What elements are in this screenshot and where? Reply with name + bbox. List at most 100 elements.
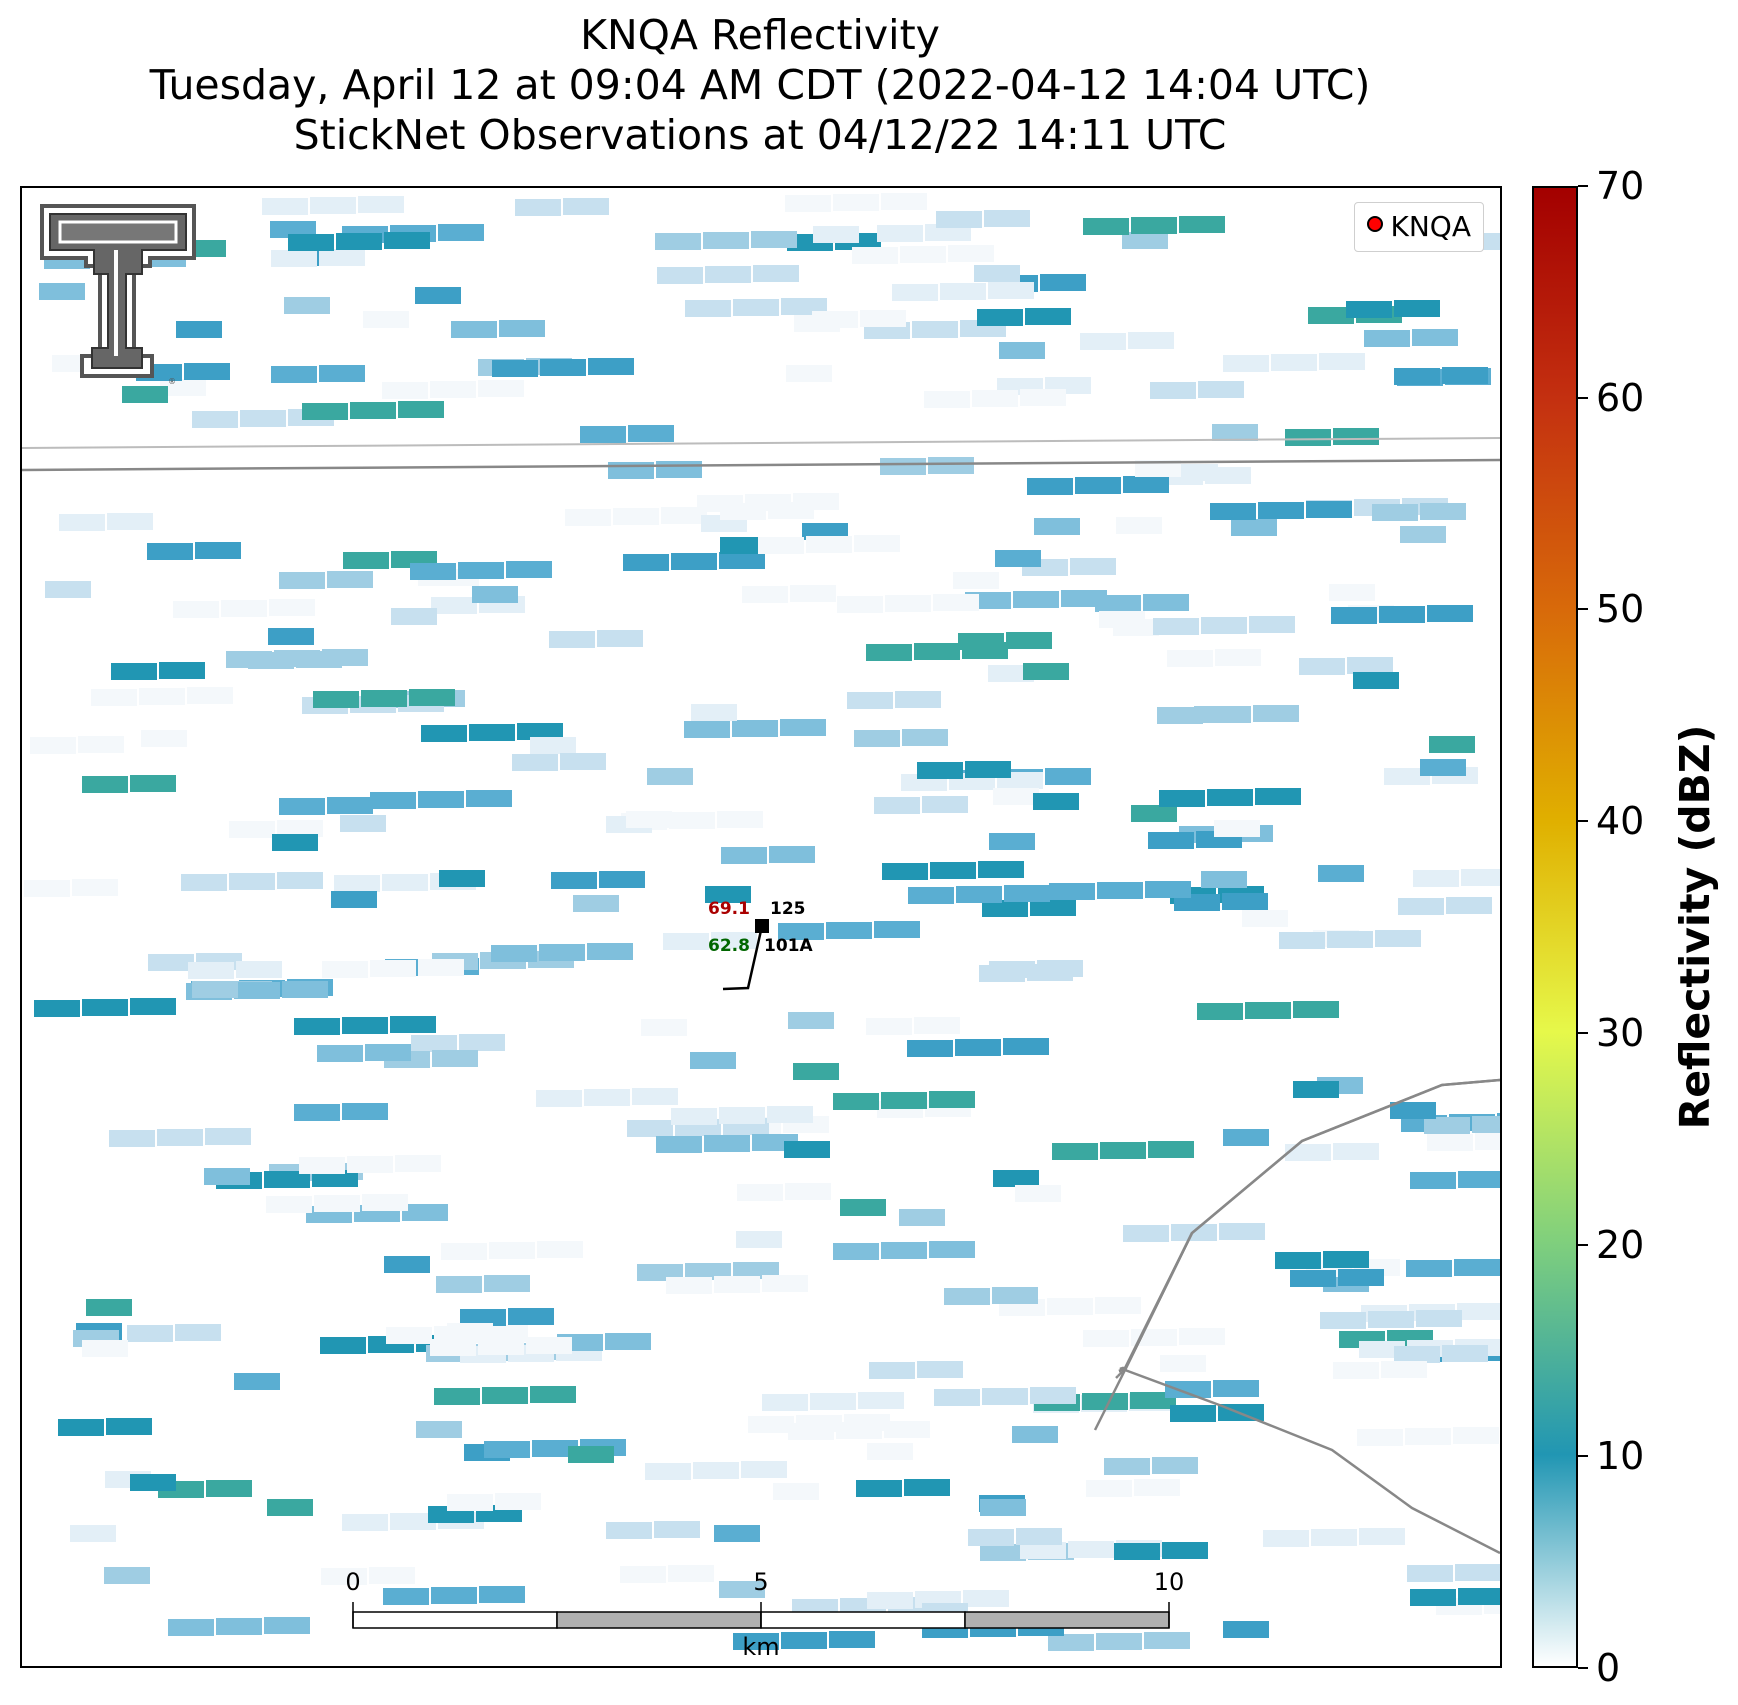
reflectivity-cell bbox=[852, 247, 898, 264]
reflectivity-cell bbox=[347, 1156, 393, 1173]
reflectivity-cells bbox=[24, 193, 1500, 1651]
reflectivity-cell bbox=[1030, 899, 1076, 916]
scale-bar-segment bbox=[760, 1611, 966, 1629]
reflectivity-cell bbox=[1475, 1133, 1500, 1150]
reflectivity-cell bbox=[139, 688, 185, 705]
reflectivity-cell bbox=[881, 1092, 927, 1109]
reflectivity-cell bbox=[982, 900, 1028, 917]
reflectivity-cell bbox=[914, 643, 960, 660]
reflectivity-cell bbox=[1410, 1172, 1456, 1189]
reflectivity-cell bbox=[656, 1136, 702, 1153]
reflectivity-cell bbox=[1162, 1542, 1208, 1559]
reflectivity-cell bbox=[1338, 1269, 1384, 1286]
scale-unit: km bbox=[742, 1633, 780, 1661]
reflectivity-cell bbox=[336, 233, 382, 250]
reflectivity-cell bbox=[758, 537, 804, 554]
reflectivity-cell bbox=[904, 1479, 950, 1496]
reflectivity-cell bbox=[1075, 477, 1121, 494]
reflectivity-cell bbox=[147, 543, 193, 560]
colorbar-tick bbox=[1578, 608, 1588, 611]
reflectivity-cell bbox=[1457, 1303, 1500, 1320]
reflectivity-cell bbox=[187, 687, 233, 704]
reflectivity-cell bbox=[1242, 910, 1288, 927]
reflectivity-cell bbox=[719, 1107, 765, 1124]
reflectivity-cell bbox=[732, 720, 778, 737]
reflectivity-cell bbox=[989, 961, 1035, 978]
reflectivity-cell bbox=[1319, 353, 1365, 370]
reflectivity-cell bbox=[532, 1440, 578, 1457]
reflectivity-cell bbox=[584, 1089, 630, 1106]
reflectivity-cell bbox=[1406, 1260, 1452, 1277]
reflectivity-cell bbox=[492, 360, 538, 377]
reflectivity-cell bbox=[645, 1463, 691, 1480]
reflectivity-cell bbox=[229, 873, 275, 890]
reflectivity-cell bbox=[866, 1018, 912, 1035]
reflectivity-cell bbox=[294, 1104, 340, 1121]
reflectivity-cell bbox=[714, 1525, 760, 1542]
colorbar-tick bbox=[1578, 396, 1588, 399]
reflectivity-cell bbox=[1323, 1251, 1369, 1268]
reflectivity-cell bbox=[705, 886, 751, 903]
reflectivity-cell bbox=[736, 1231, 782, 1248]
reflectivity-cell bbox=[1308, 307, 1354, 324]
reflectivity-cell bbox=[1420, 759, 1466, 776]
reflectivity-cell bbox=[881, 1242, 927, 1259]
reflectivity-cell bbox=[785, 195, 831, 212]
reflectivity-cell bbox=[988, 665, 1034, 682]
reflectivity-cell bbox=[1148, 832, 1194, 849]
reflectivity-cell bbox=[1412, 329, 1458, 346]
reflectivity-cell bbox=[458, 562, 504, 579]
scale-bar-segment bbox=[352, 1611, 558, 1629]
reflectivity-cell bbox=[773, 1483, 819, 1500]
reflectivity-cell bbox=[885, 595, 931, 612]
reflectivity-cell bbox=[907, 1040, 953, 1057]
reflectivity-cell bbox=[34, 1000, 80, 1017]
reflectivity-cell bbox=[1372, 504, 1418, 521]
reflectivity-cell bbox=[880, 458, 926, 475]
reflectivity-cell bbox=[70, 1525, 116, 1542]
reflectivity-cell bbox=[479, 1586, 525, 1603]
reflectivity-cell bbox=[195, 542, 241, 559]
reflectivity-cell bbox=[130, 998, 176, 1015]
reflectivity-cell bbox=[720, 503, 766, 520]
reflectivity-cell bbox=[606, 1522, 652, 1539]
station-dewpoint: 62.8 bbox=[708, 936, 750, 956]
reflectivity-cell bbox=[1347, 657, 1393, 674]
reflectivity-cell bbox=[1424, 1117, 1470, 1134]
reflectivity-cell bbox=[1159, 790, 1205, 807]
reflectivity-cell bbox=[466, 790, 512, 807]
reflectivity-cell bbox=[45, 581, 91, 598]
reflectivity-cell bbox=[780, 719, 826, 736]
reflectivity-cell bbox=[517, 723, 563, 740]
reflectivity-cell bbox=[974, 265, 1020, 282]
reflectivity-cell bbox=[928, 457, 974, 474]
reflectivity-cell bbox=[1207, 789, 1253, 806]
reflectivity-cell bbox=[1213, 1380, 1259, 1397]
reflectivity-cell bbox=[1416, 1310, 1462, 1327]
reflectivity-cell bbox=[39, 283, 85, 300]
reflectivity-cell bbox=[141, 730, 187, 747]
reflectivity-cell bbox=[1364, 330, 1410, 347]
reflectivity-cell bbox=[236, 961, 282, 978]
reflectivity-cell bbox=[690, 1052, 736, 1069]
reflectivity-cell bbox=[1394, 368, 1440, 385]
reflectivity-cell bbox=[748, 1416, 794, 1433]
reflectivity-cell bbox=[398, 401, 444, 418]
reflectivity-cell bbox=[157, 1129, 203, 1146]
reflectivity-cell bbox=[436, 1276, 482, 1293]
station-pressure: 125 bbox=[770, 899, 806, 919]
reflectivity-cell bbox=[383, 1588, 429, 1605]
colorbar-tick bbox=[1578, 185, 1588, 187]
reflectivity-cell bbox=[703, 232, 749, 249]
reflectivity-cell bbox=[844, 1414, 890, 1431]
reflectivity-cell bbox=[266, 1196, 312, 1213]
reflectivity-cell bbox=[1413, 870, 1459, 887]
reflectivity-cell bbox=[1258, 502, 1304, 519]
reflectivity-cell bbox=[78, 736, 124, 753]
reflectivity-cell bbox=[881, 193, 927, 210]
reflectivity-cell bbox=[588, 358, 634, 375]
county-boundary-south bbox=[1124, 1368, 1500, 1555]
reflectivity-cell bbox=[869, 1362, 915, 1379]
reflectivity-cell bbox=[350, 402, 396, 419]
reflectivity-cell bbox=[626, 811, 672, 828]
